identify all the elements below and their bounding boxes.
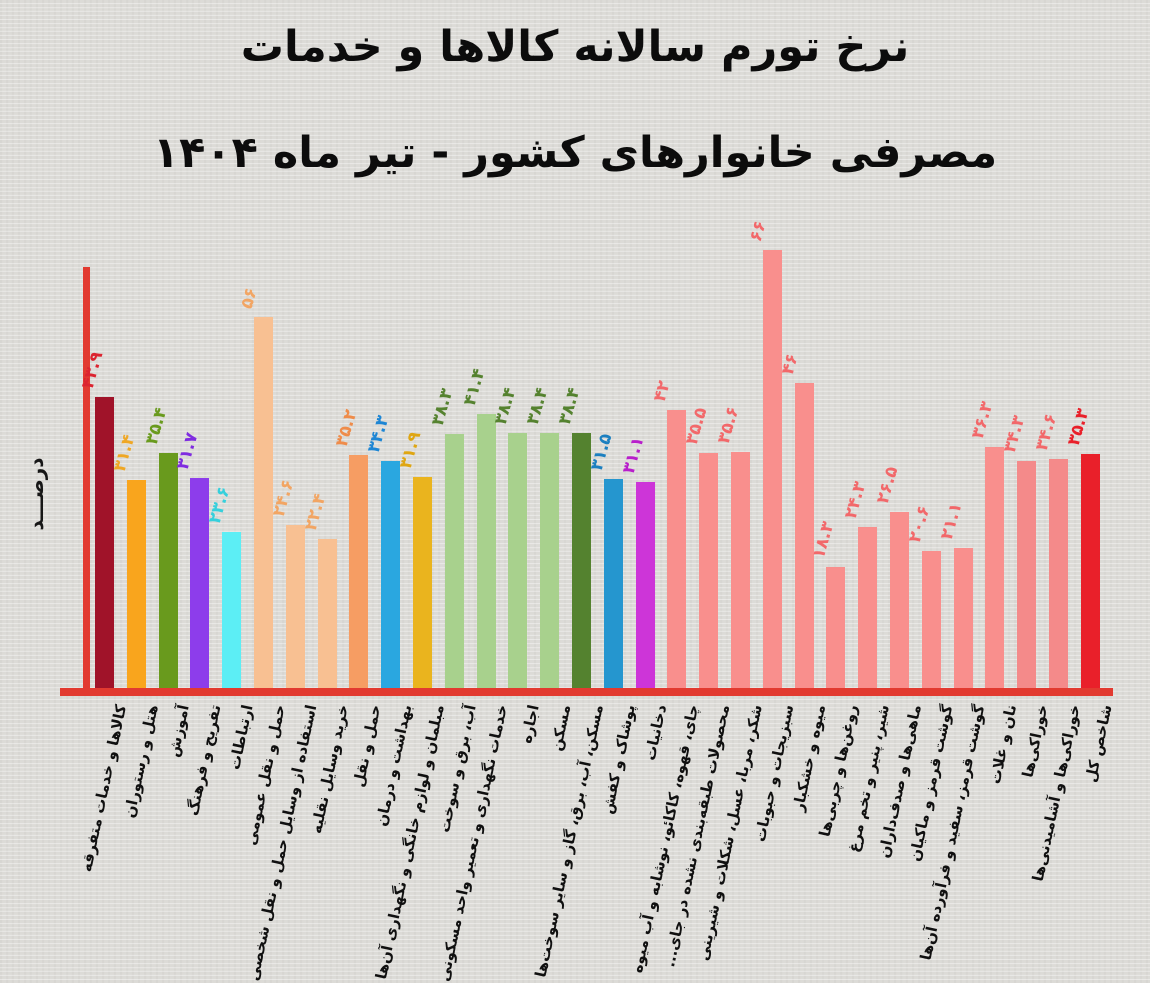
bar-value-label: ۳۵.۳ bbox=[1063, 406, 1094, 448]
bar bbox=[1080, 454, 1100, 688]
y-axis-label: درصـــد bbox=[24, 457, 48, 531]
bar bbox=[826, 567, 846, 688]
bar bbox=[731, 452, 750, 688]
bar-value-label: ۳۵.۵ bbox=[681, 405, 712, 447]
bar bbox=[476, 414, 496, 688]
bar-value-label: ۵۶ bbox=[236, 285, 262, 311]
bar-value-label: ۳۱.۴ bbox=[109, 432, 140, 474]
bar bbox=[381, 461, 401, 688]
bar-category-label: اجاره bbox=[517, 703, 544, 745]
bar-value-label: ۳۵.۴ bbox=[141, 405, 171, 447]
bar-value-label: ۳۴.۶ bbox=[1031, 411, 1062, 453]
bar-category-label: کالاها و خدمات متفرقه bbox=[76, 703, 130, 874]
bar bbox=[413, 477, 432, 688]
bar-category-label: مبلمان و لوازم خانگی و نگهداری آن‌ها bbox=[371, 703, 448, 981]
y-axis-line bbox=[83, 267, 90, 696]
bar-value-label: ۳۱.۵ bbox=[586, 431, 617, 473]
x-axis-line bbox=[60, 688, 1113, 696]
bar-category-label: نان و غلات bbox=[985, 703, 1021, 786]
bar-value-label: ۴۱.۴ bbox=[459, 366, 489, 408]
bar bbox=[603, 479, 623, 688]
bar bbox=[699, 453, 719, 688]
bar-category-label: خدمات نگهداری و تعمیر واحد مسکونی bbox=[434, 703, 512, 983]
bar bbox=[158, 453, 178, 688]
bar-value-label: ۱۸.۳ bbox=[809, 519, 839, 561]
bar-category-label: حمل و نقل bbox=[348, 703, 385, 789]
bar bbox=[254, 317, 273, 688]
bar bbox=[890, 512, 909, 688]
bar-value-label: ۲۴.۶ bbox=[268, 477, 299, 519]
bar-value-label: ۳۸.۳ bbox=[427, 386, 458, 428]
bar-category-label: مسکن bbox=[547, 703, 575, 753]
bar bbox=[540, 433, 560, 688]
bar bbox=[285, 525, 305, 688]
bar bbox=[762, 250, 782, 688]
bar-value-label: ۲۲.۴ bbox=[300, 491, 330, 533]
bar-category-label: مسکن، آب، برق، گاز و سایر سوخت‌ها bbox=[531, 703, 607, 979]
bar-value-label: ۳۴.۳ bbox=[363, 413, 394, 455]
bar bbox=[1017, 461, 1037, 688]
bar bbox=[508, 433, 528, 688]
bar-value-label: ۳۱.۱ bbox=[618, 434, 648, 476]
bar-value-label: ۳۸.۴ bbox=[491, 385, 521, 427]
bar-category-label: دخانیات bbox=[640, 703, 671, 763]
bar bbox=[572, 433, 591, 688]
bar bbox=[317, 539, 337, 688]
bar-value-label: ۳۸.۴ bbox=[522, 385, 553, 427]
bar-value-label: ۳۵.۶ bbox=[713, 404, 744, 446]
bar bbox=[985, 447, 1005, 688]
bar-value-label: ۳۱.۹ bbox=[395, 429, 426, 471]
bar bbox=[858, 527, 878, 688]
bar-value-label: ۳۱.۷ bbox=[173, 430, 203, 472]
bar-value-label: ۴۲ bbox=[650, 378, 676, 404]
bar bbox=[921, 551, 941, 688]
bar bbox=[222, 532, 242, 688]
bar bbox=[95, 397, 114, 688]
bar-value-label: ۳۶.۳ bbox=[968, 399, 998, 441]
bar-value-label: ۲۱.۱ bbox=[936, 500, 966, 542]
bar-value-label: ۶۶ bbox=[745, 218, 771, 244]
bar bbox=[190, 478, 210, 688]
bar-value-label: ۲۶.۵ bbox=[872, 464, 903, 506]
bar-value-label: ۳۵.۲ bbox=[332, 407, 362, 449]
bar bbox=[126, 480, 146, 688]
inflation-bar-chart: نرخ تورم سالانه کالاها و خدمات مصرفی خان… bbox=[24, 22, 1116, 983]
bar bbox=[1049, 459, 1068, 688]
chart-title-line-2: مصرفی خانوارهای کشور - تیر ماه ۱۴۰۴ bbox=[152, 128, 998, 178]
bar-category-label: ارتباطات bbox=[225, 703, 257, 772]
bar-value-label: ۲۰.۶ bbox=[904, 503, 935, 545]
bar bbox=[953, 548, 973, 688]
bar bbox=[444, 434, 464, 688]
bar bbox=[794, 383, 814, 688]
bar bbox=[349, 455, 369, 688]
chart-title-line-1: نرخ تورم سالانه کالاها و خدمات bbox=[240, 22, 910, 72]
bar-value-label: ۲۴.۳ bbox=[840, 479, 871, 521]
bar bbox=[635, 482, 655, 688]
bar-category-label: شاخص کل bbox=[1081, 703, 1116, 785]
bar-value-label: ۳۴.۳ bbox=[999, 413, 1030, 455]
bar-category-label: تفریح و فرهنگ bbox=[183, 703, 226, 818]
bar-value-label: ۳۸.۴ bbox=[554, 385, 585, 427]
bar bbox=[667, 410, 687, 688]
bar-category-label: خوراکی‌ها bbox=[1018, 703, 1052, 780]
bar-value-label: ۲۳.۶ bbox=[204, 484, 235, 526]
bar-category-label: آموزش bbox=[164, 703, 194, 759]
